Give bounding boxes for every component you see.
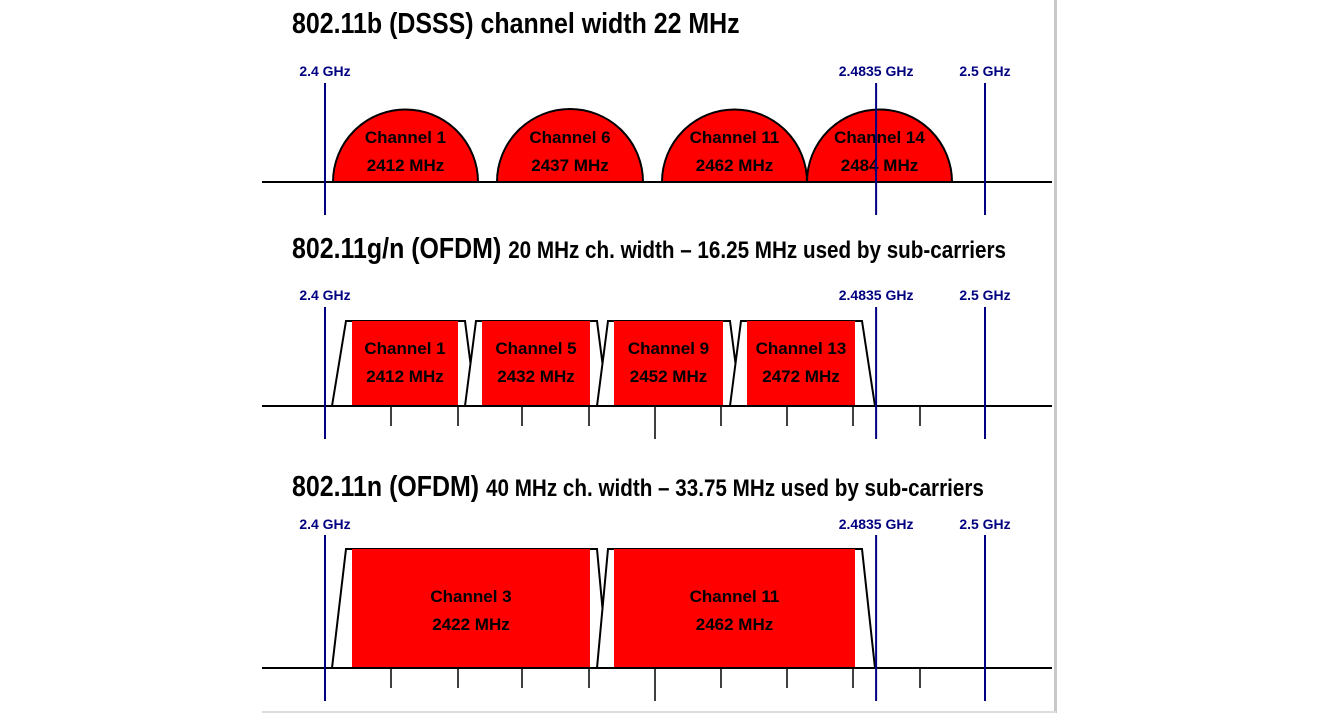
section-title-sub: 20 MHz ch. width – 16.25 MHz used by sub… [508,237,1007,264]
channel-name: Channel 1 [365,128,446,147]
frequency-marker-label: 2.5 GHz [959,516,1010,532]
channel-dome [660,108,809,183]
channel-dome [331,108,480,183]
band-ofdm40: Channel 3 2422 MHz Channel 11 2462 MHz 2.4 G… [262,516,1052,701]
channel-freq: 2462 MHz [696,156,773,175]
section-title-ofdm20: 802.11g/n (OFDM) 20 MHz ch. width – 16.2… [292,233,1006,266]
channel-subcarriers [352,321,458,406]
channel-freq: 2437 MHz [531,156,608,175]
channel-name: Channel 1 [364,339,445,358]
channel-1: Channel 3 2422 MHz [330,548,610,669]
frequency-marker-label: 2.4 GHz [299,287,350,303]
channel-4: Channel 14 2484 MHz [805,108,954,183]
channel-name: Channel 6 [529,128,610,147]
channel-3: Channel 11 2462 MHz [660,108,809,183]
section-title-sub: 40 MHz ch. width – 33.75 MHz used by sub… [486,475,984,502]
channel-freq: 2432 MHz [497,367,574,386]
frequency-marker-label: 2.4 GHz [299,516,350,532]
channel-freq: 2462 MHz [696,615,773,634]
channel-freq: 2484 MHz [841,156,918,175]
channel-subcarriers [614,321,723,406]
channel-dome [495,108,645,183]
channel-2: Channel 5 2432 MHz [463,320,610,407]
channel-3: Channel 9 2452 MHz [595,320,743,407]
channel-4: Channel 13 2472 MHz [728,320,877,407]
channel-1: Channel 1 2412 MHz [331,108,480,183]
channel-name: Channel 3 [430,587,511,606]
frequency-marker-label: 2.4835 GHz [839,516,914,532]
channel-name: Channel 11 [690,587,780,606]
channel-dome [805,108,954,183]
frequency-marker-label: 2.4835 GHz [839,287,914,303]
channel-1: Channel 1 2412 MHz [330,320,478,407]
channel-name: Channel 13 [756,339,847,358]
frame-border-right [1054,0,1057,713]
frequency-marker-label: 2.5 GHz [959,287,1010,303]
channel-2: Channel 11 2462 MHz [595,548,877,669]
channel-freq: 2422 MHz [432,615,509,634]
channel-2: Channel 6 2437 MHz [495,108,645,183]
channel-name: Channel 14 [834,128,925,147]
frequency-marker-label: 2.5 GHz [959,63,1010,79]
channel-freq: 2472 MHz [762,367,839,386]
channel-freq: 2412 MHz [366,367,443,386]
channel-freq: 2412 MHz [367,156,444,175]
channel-freq: 2452 MHz [630,367,707,386]
channel-subcarriers [747,321,855,406]
frame-border-bottom [262,711,1056,713]
channel-name: Channel 9 [628,339,709,358]
frequency-marker-label: 2.4 GHz [299,63,350,79]
frequency-marker-label: 2.4835 GHz [839,63,914,79]
section-title-main: 802.11b (DSSS) channel width 22 MHz [292,8,740,40]
channel-subcarriers [482,321,590,406]
section-title-main: 802.11n (OFDM) [292,471,480,503]
section-title-ofdm40: 802.11n (OFDM) 40 MHz ch. width – 33.75 … [292,471,984,504]
channel-subcarriers [614,549,855,668]
channel-name: Channel 11 [690,128,780,147]
channel-subcarriers [352,549,590,668]
channel-name: Channel 5 [495,339,576,358]
section-title-main: 802.11g/n (OFDM) [292,233,502,265]
section-title-dsss: 802.11b (DSSS) channel width 22 MHz [292,8,740,41]
